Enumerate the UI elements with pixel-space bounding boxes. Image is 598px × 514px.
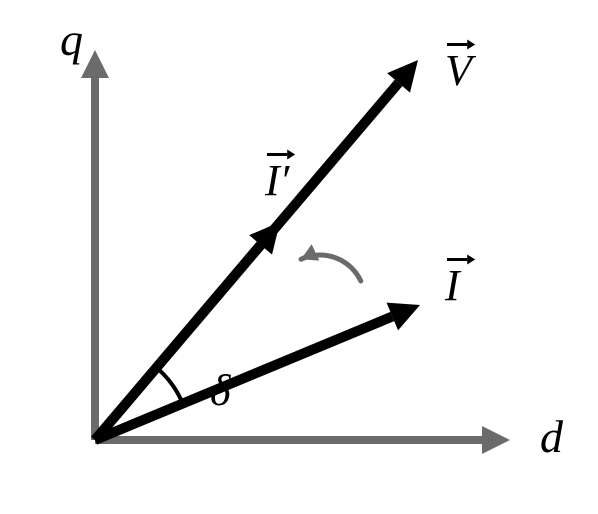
vector-I-label-text: I <box>444 261 462 310</box>
angle-label: δ <box>210 366 232 415</box>
vector-I_prime-label: I′ <box>264 150 295 205</box>
vector-diagram: d q V I I′ δ <box>0 0 598 514</box>
angle-arc <box>157 368 183 404</box>
vector-I_prime-label-text: I′ <box>264 156 291 205</box>
vector-I-label: I <box>444 255 475 310</box>
axis-d-label: d <box>540 411 564 462</box>
vector-I-shaft <box>95 317 392 440</box>
vector-I_prime-label-overarrow-head <box>287 150 295 160</box>
vector-V-label: V <box>445 40 477 95</box>
axis-q-label: q <box>60 14 83 65</box>
axis-q-arrowhead <box>81 50 109 78</box>
vector-V-label-text: V <box>445 46 477 95</box>
rotation-arrow-head <box>301 244 319 260</box>
axis-d-arrowhead <box>482 426 510 454</box>
vector-I-label-overarrow-head <box>467 255 475 265</box>
